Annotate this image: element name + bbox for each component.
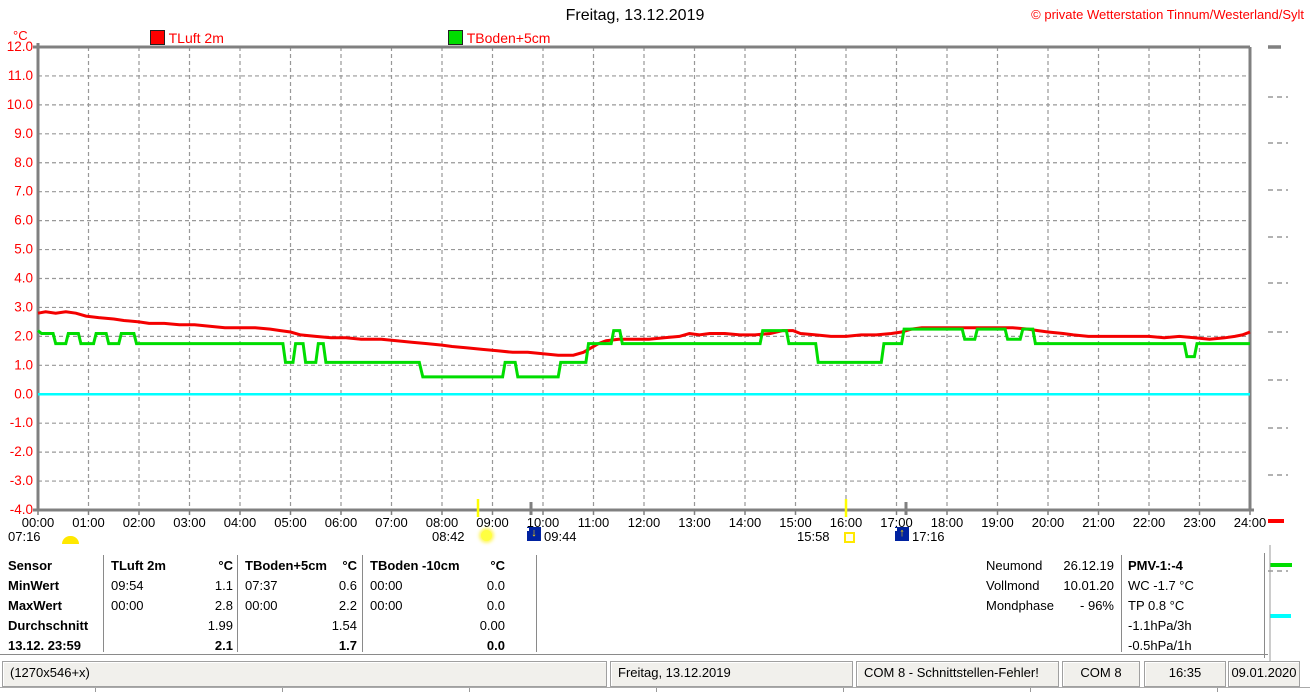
svg-text:-2.0: -2.0 — [10, 444, 33, 459]
svg-text:18:00: 18:00 — [931, 515, 964, 530]
svg-text:10.0: 10.0 — [7, 97, 33, 112]
svg-text:04:00: 04:00 — [224, 515, 257, 530]
svg-text:24:00: 24:00 — [1234, 515, 1267, 530]
svg-text:12.0: 12.0 — [7, 39, 33, 54]
svg-text:13:00: 13:00 — [678, 515, 711, 530]
svg-text:09:00: 09:00 — [476, 515, 509, 530]
svg-text:1.0: 1.0 — [14, 357, 33, 372]
svg-text:01:00: 01:00 — [72, 515, 105, 530]
svg-text:23:00: 23:00 — [1183, 515, 1216, 530]
svg-text:10:00: 10:00 — [527, 515, 560, 530]
svg-text:8.0: 8.0 — [14, 155, 33, 170]
svg-text:-3.0: -3.0 — [10, 473, 33, 488]
svg-text:14:00: 14:00 — [729, 515, 762, 530]
svg-text:16:00: 16:00 — [830, 515, 863, 530]
svg-text:5.0: 5.0 — [14, 242, 33, 257]
svg-text:08:00: 08:00 — [426, 515, 459, 530]
svg-text:12:00: 12:00 — [628, 515, 661, 530]
svg-text:7.0: 7.0 — [14, 184, 33, 199]
svg-text:00:00: 00:00 — [22, 515, 55, 530]
svg-text:11:00: 11:00 — [578, 515, 610, 530]
svg-text:21:00: 21:00 — [1082, 515, 1115, 530]
svg-text:17:00: 17:00 — [880, 515, 913, 530]
svg-text:-4.0: -4.0 — [10, 502, 33, 517]
svg-text:-1.0: -1.0 — [10, 415, 33, 430]
svg-text:20:00: 20:00 — [1032, 515, 1065, 530]
svg-text:6.0: 6.0 — [14, 213, 33, 228]
svg-text:15:00: 15:00 — [779, 515, 812, 530]
svg-text:0.0: 0.0 — [14, 386, 33, 401]
svg-text:07:00: 07:00 — [375, 515, 408, 530]
svg-text:4.0: 4.0 — [14, 271, 33, 286]
svg-text:9.0: 9.0 — [14, 126, 33, 141]
svg-text:02:00: 02:00 — [123, 515, 156, 530]
svg-text:03:00: 03:00 — [173, 515, 206, 530]
svg-text:2.0: 2.0 — [14, 328, 33, 343]
svg-text:22:00: 22:00 — [1133, 515, 1166, 530]
svg-text:3.0: 3.0 — [14, 299, 33, 314]
svg-text:05:00: 05:00 — [274, 515, 307, 530]
svg-text:11.0: 11.0 — [8, 68, 33, 83]
svg-text:06:00: 06:00 — [325, 515, 358, 530]
svg-text:19:00: 19:00 — [981, 515, 1014, 530]
